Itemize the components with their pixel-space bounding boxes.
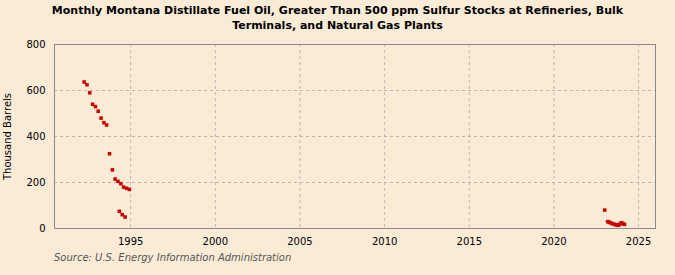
svg-text:1995: 1995 <box>118 235 143 246</box>
svg-text:2025: 2025 <box>626 235 651 246</box>
svg-text:2020: 2020 <box>541 235 566 246</box>
svg-text:2005: 2005 <box>287 235 312 246</box>
svg-text:800: 800 <box>26 38 45 49</box>
svg-text:2000: 2000 <box>203 235 228 246</box>
svg-text:200: 200 <box>26 176 45 187</box>
svg-text:400: 400 <box>26 130 45 141</box>
svg-text:2015: 2015 <box>457 235 482 246</box>
svg-text:2010: 2010 <box>372 235 397 246</box>
svg-text:Thousand Barrels: Thousand Barrels <box>2 93 13 181</box>
html-text:Source: U.S. Energy Informatio: Source: U.S. Energy Information Administ… <box>54 251 292 263</box>
svg-text:0: 0 <box>39 222 45 233</box>
html-text:Monthly Montana Distillate Fue: Monthly Montana Distillate Fuel Oil, Gre… <box>51 4 624 32</box>
svg-text:600: 600 <box>26 84 45 95</box>
